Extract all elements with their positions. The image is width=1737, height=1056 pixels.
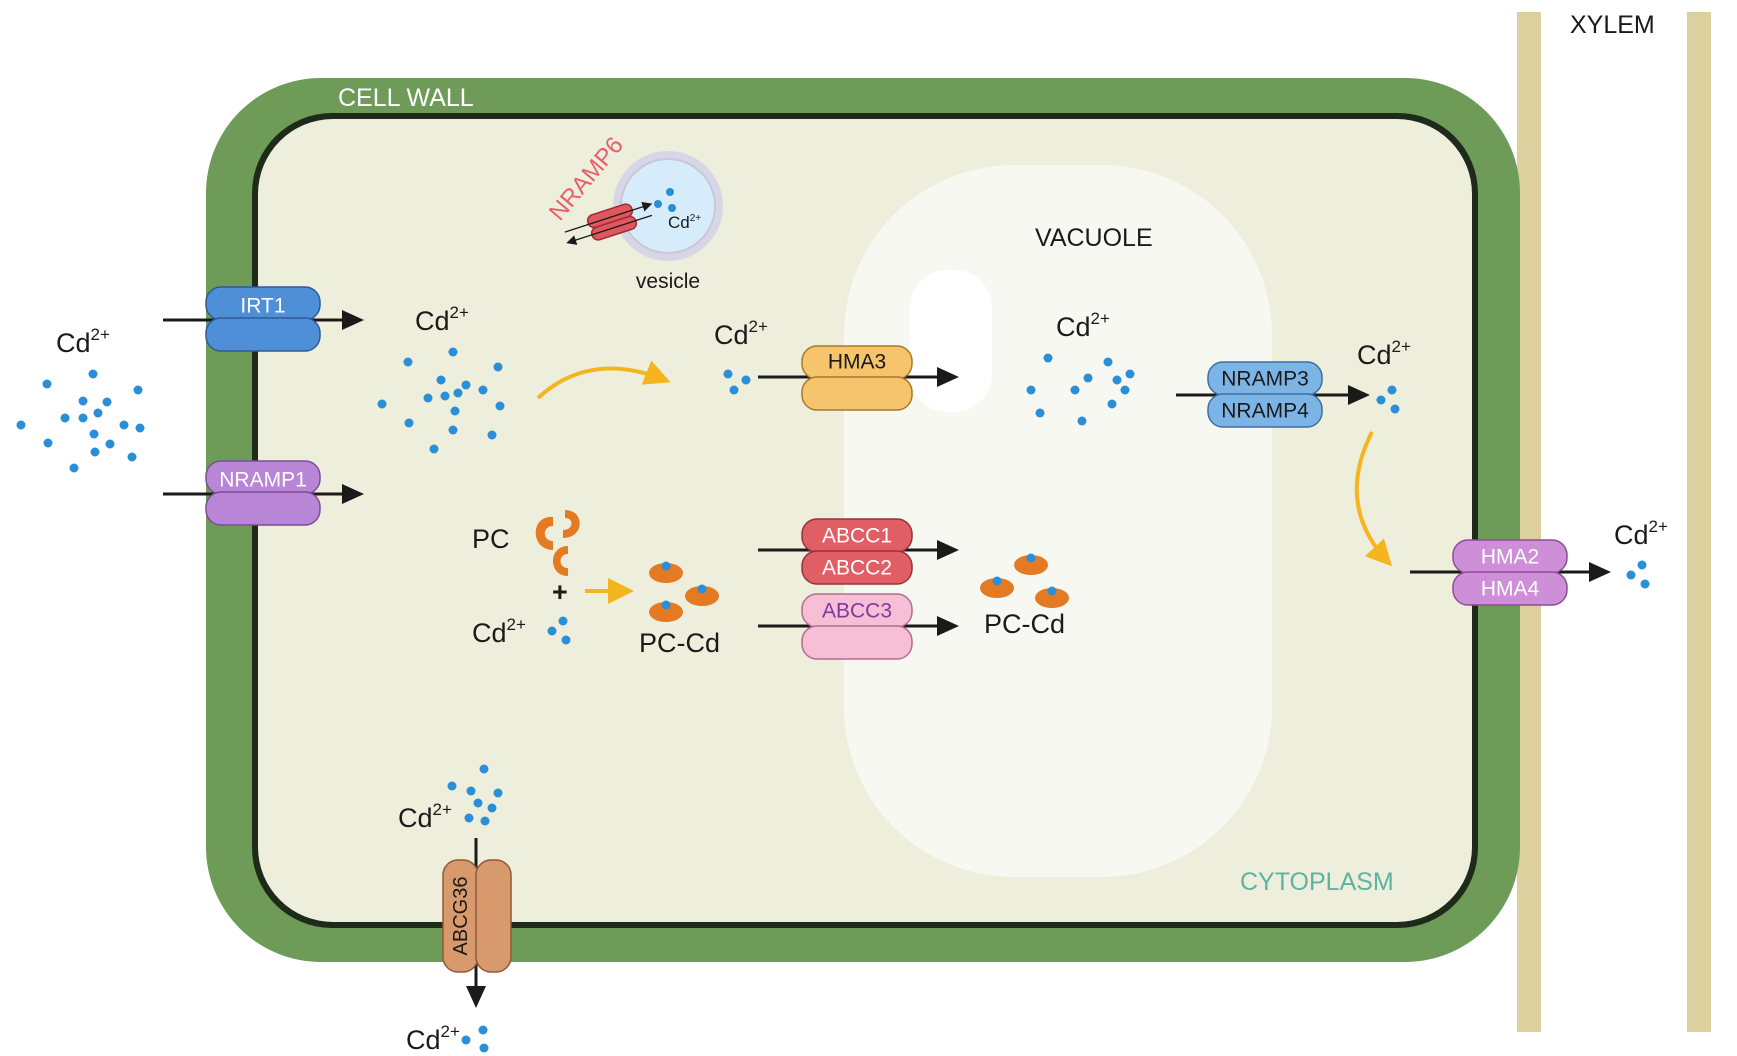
abcg36-transporter: ABCG36 [442,859,512,973]
cd-label-pc: Cd2+ [472,615,526,648]
abcg36-label: ABCG36 [450,877,472,956]
cd-label-nramp-out: Cd2+ [1357,337,1411,370]
hma3-label: HMA3 [828,351,886,374]
cd-label-vacuole: Cd2+ [1056,309,1110,342]
vesicle-cd-ions [654,188,676,212]
hma4-label: HMA4 [1481,578,1540,601]
irt1-transporter: IRT1 [205,286,321,352]
cd-ions-abcg36-in [447,764,503,826]
hma2-4-transporter: HMA2 HMA4 [1452,539,1568,606]
cd-label-abcg36-in: Cd2+ [398,800,452,833]
nramp1-label: NRAMP1 [219,469,307,492]
nramp6-transporter [564,201,653,245]
nramp3-label: NRAMP3 [1221,368,1309,391]
plus-sign: + [552,577,568,607]
vesicle-label: vesicle [636,270,700,293]
cd-ions-hma3 [723,369,751,395]
vesicle-cd-label: Cd2+ [668,213,701,232]
vacuole [844,165,1272,877]
cd-label-cytoplasm: Cd2+ [415,303,469,336]
abcc3-transporter: ABCC3 [801,593,913,660]
cd-ions-pc [547,616,571,645]
abcc2-label: ABCC2 [822,557,892,580]
xylem-wall-right [1687,12,1711,1032]
irt1-label: IRT1 [240,295,285,318]
cd-ions-nramp-out [1376,385,1400,414]
pc-cd-complexes-vacuole [980,553,1069,608]
cd-ions-xylem [1626,560,1650,589]
hma2-label: HMA2 [1481,546,1539,569]
abcc1-2-transporter: ABCC1 ABCC2 [801,518,913,585]
nramp4-label: NRAMP4 [1221,400,1309,423]
pc-cd-complexes-cytoplasm [649,561,719,622]
cd-ions-cytoplasm [377,347,505,454]
abcc3-label: ABCC3 [822,600,892,623]
flux-arrow-to-hma2-4 [1354,431,1393,567]
abcc1-label: ABCC1 [822,525,892,548]
xylem-wall-left [1517,12,1541,1032]
cd-label-external: Cd2+ [56,325,110,358]
flux-arrow-to-hma3 [536,360,671,400]
cd-ions-vacuole [1026,353,1135,426]
pc-label: PC [472,524,510,554]
cd-label-xylem: Cd2+ [1614,517,1668,550]
pc-molecules [535,510,580,576]
cytoplasm-label: CYTOPLASM [1240,868,1394,896]
pc-cd-label-vacuole: PC-Cd [984,609,1065,639]
vesicle: vesicle [613,151,723,293]
xylem-label: XYLEM [1570,11,1655,39]
nramp1-transporter: NRAMP1 [205,460,321,526]
hma3-transporter: HMA3 [801,345,913,411]
cd-label-hma3: Cd2+ [714,317,768,350]
cd-label-abcg36-out: Cd2+ [406,1022,460,1055]
vacuole-label: VACUOLE [1035,224,1153,252]
cd-ions-abcg36-out [461,1025,489,1053]
vacuole-inner-lumen [910,270,992,412]
cell-wall-label: CELL WALL [338,84,474,112]
nramp3-4-transporter: NRAMP3 NRAMP4 [1207,361,1323,428]
pc-cd-label-cytoplasm: PC-Cd [639,628,720,658]
cd-ions-external [16,369,145,473]
